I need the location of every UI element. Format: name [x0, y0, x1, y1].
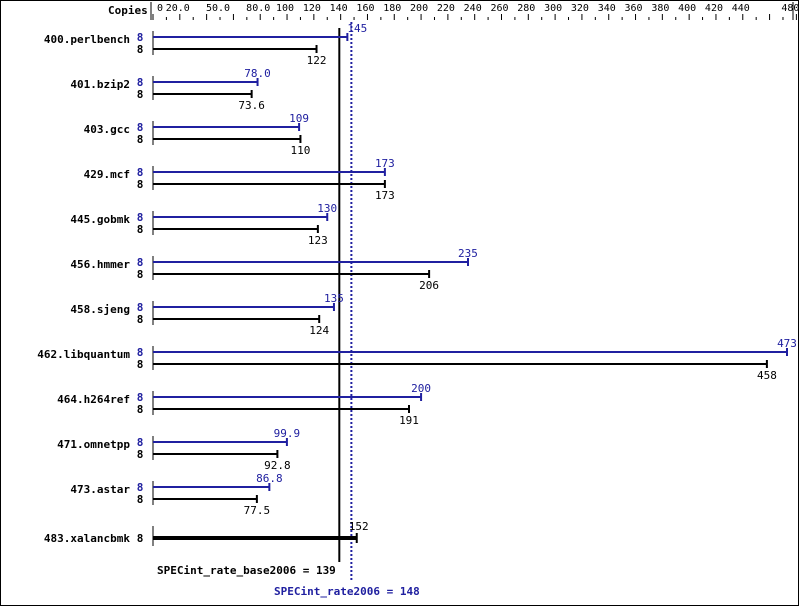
- peak-value-label: 135: [324, 292, 344, 305]
- tick-label: 120: [303, 3, 321, 14]
- base-value-label: 458: [757, 369, 777, 382]
- tick-label: 400: [678, 3, 696, 14]
- tick-label: 300: [544, 3, 562, 14]
- tick-label: 220: [437, 3, 455, 14]
- peak-copies: 8: [137, 76, 144, 89]
- peak-copies: 8: [137, 211, 144, 224]
- benchmark-label: 458.sjeng: [70, 303, 130, 316]
- benchmark-label: 483.xalancbmk: [44, 532, 130, 545]
- base-copies: 8: [137, 223, 144, 236]
- base-value-label: 73.6: [238, 99, 265, 112]
- tick-label: 200: [410, 3, 428, 14]
- peak-ref-label: SPECint_rate2006 = 148: [274, 585, 420, 598]
- tick-label: 20.0: [166, 3, 190, 14]
- base-value-label: 206: [419, 279, 439, 292]
- base-copies: 8: [137, 532, 144, 545]
- benchmark-label: 473.astar: [70, 483, 130, 496]
- peak-value-label: 99.9: [274, 427, 301, 440]
- base-value-label: 152: [349, 520, 369, 533]
- benchmark-label: 403.gcc: [84, 123, 130, 136]
- tick-label: 80.0: [246, 3, 270, 14]
- peak-copies: 8: [137, 436, 144, 449]
- benchmark-label: 471.omnetpp: [57, 438, 130, 451]
- peak-value-label: 86.8: [256, 472, 283, 485]
- base-value-label: 122: [307, 54, 327, 67]
- tick-label: 280: [517, 3, 535, 14]
- base-copies: 8: [137, 133, 144, 146]
- benchmark-label: 400.perlbench: [44, 33, 130, 46]
- tick-label: 420: [705, 3, 723, 14]
- benchmark-label: 462.libquantum: [37, 348, 130, 361]
- peak-copies: 8: [137, 481, 144, 494]
- base-copies: 8: [137, 43, 144, 56]
- copies-header: Copies: [108, 4, 148, 17]
- peak-copies: 8: [137, 121, 144, 134]
- tick-label: 360: [625, 3, 643, 14]
- peak-value-label: 473: [777, 337, 797, 350]
- peak-value-label: 145: [347, 22, 367, 35]
- peak-copies: 8: [137, 301, 144, 314]
- base-value-label: 92.8: [264, 459, 291, 472]
- base-value-label: 173: [375, 189, 395, 202]
- peak-value-label: 78.0: [244, 67, 271, 80]
- tick-label: 50.0: [206, 3, 230, 14]
- benchmark-label: 445.gobmk: [70, 213, 130, 226]
- tick-label: 160: [356, 3, 374, 14]
- peak-value-label: 200: [411, 382, 431, 395]
- tick-label: 480: [781, 3, 799, 14]
- base-value-label: 124: [309, 324, 329, 337]
- base-copies: 8: [137, 403, 144, 416]
- benchmark-label: 464.h264ref: [57, 393, 130, 406]
- tick-label: 140: [330, 3, 348, 14]
- peak-value-label: 173: [375, 157, 395, 170]
- base-copies: 8: [137, 358, 144, 371]
- peak-copies: 8: [137, 346, 144, 359]
- tick-label: 440: [732, 3, 750, 14]
- peak-copies: 8: [137, 166, 144, 179]
- base-value-label: 191: [399, 414, 419, 427]
- base-value-label: 110: [291, 144, 311, 157]
- base-value-label: 77.5: [244, 504, 271, 517]
- peak-copies: 8: [137, 391, 144, 404]
- base-value-label: 123: [308, 234, 328, 247]
- tick-label: 240: [464, 3, 482, 14]
- tick-label: 100: [276, 3, 294, 14]
- peak-value-label: 130: [317, 202, 337, 215]
- tick-label: 180: [383, 3, 401, 14]
- base-copies: 8: [137, 493, 144, 506]
- base-copies: 8: [137, 88, 144, 101]
- base-ref-label: SPECint_rate_base2006 = 139: [157, 564, 336, 577]
- tick-label: 260: [490, 3, 508, 14]
- peak-value-label: 235: [458, 247, 478, 260]
- peak-copies: 8: [137, 256, 144, 269]
- benchmark-label: 429.mcf: [84, 168, 130, 181]
- peak-copies: 8: [137, 31, 144, 44]
- peak-value-label: 109: [289, 112, 309, 125]
- benchmark-label: 401.bzip2: [70, 78, 130, 91]
- base-copies: 8: [137, 268, 144, 281]
- tick-label: 340: [598, 3, 616, 14]
- tick-label: 380: [651, 3, 669, 14]
- tick-label: 0: [157, 3, 163, 14]
- base-copies: 8: [137, 448, 144, 461]
- tick-label: 320: [571, 3, 589, 14]
- benchmark-label: 456.hmmer: [70, 258, 130, 271]
- base-copies: 8: [137, 313, 144, 326]
- base-copies: 8: [137, 178, 144, 191]
